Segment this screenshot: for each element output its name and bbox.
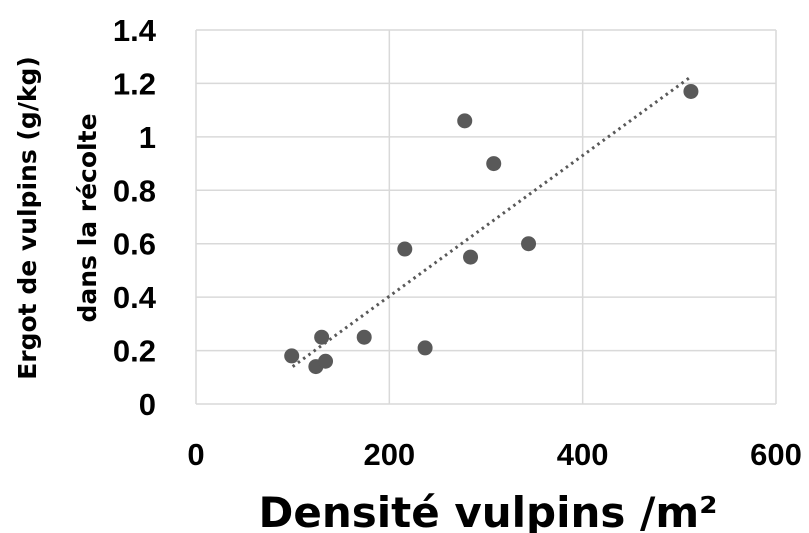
- data-point: [314, 329, 330, 345]
- y-tick-label: 1.2: [113, 66, 156, 101]
- data-point: [417, 340, 433, 356]
- x-tick-labels: 0 200 400 600: [187, 437, 801, 472]
- x-tick-label: 600: [750, 437, 802, 472]
- y-tick-label: 0.4: [113, 280, 157, 315]
- y-tick-label: 1.4: [113, 13, 157, 48]
- data-point: [457, 113, 473, 129]
- y-tick-label: 0.2: [113, 334, 156, 369]
- data-point: [463, 249, 479, 265]
- data-points: [284, 83, 699, 375]
- x-tick-label: 400: [557, 437, 609, 472]
- trendline: [291, 76, 690, 368]
- data-point: [486, 156, 502, 172]
- y-axis-title: Ergot de vulpins (g/kg) dans la récolte: [13, 56, 102, 380]
- x-tick-label: 200: [363, 437, 415, 472]
- data-point: [521, 236, 537, 252]
- y-tick-label: 0.6: [113, 227, 156, 262]
- data-point: [356, 329, 372, 345]
- data-point: [397, 241, 413, 257]
- y-axis-title-line-2: dans la récolte: [73, 113, 102, 322]
- x-tick-label: 0: [187, 437, 204, 472]
- data-point: [683, 83, 699, 99]
- trendline-path: [291, 76, 690, 368]
- y-tick-label: 0.8: [113, 173, 156, 208]
- y-tick-label: 1: [139, 120, 156, 155]
- y-tick-label: 0: [139, 387, 156, 422]
- data-point: [284, 348, 300, 364]
- y-axis-title-line-1: Ergot de vulpins (g/kg): [13, 56, 42, 380]
- x-axis-title: Densité vulpins /m²: [259, 488, 718, 533]
- y-tick-labels: 0 0.2 0.4 0.6 0.8 1 1.2 1.4: [113, 13, 157, 422]
- data-point: [318, 353, 334, 369]
